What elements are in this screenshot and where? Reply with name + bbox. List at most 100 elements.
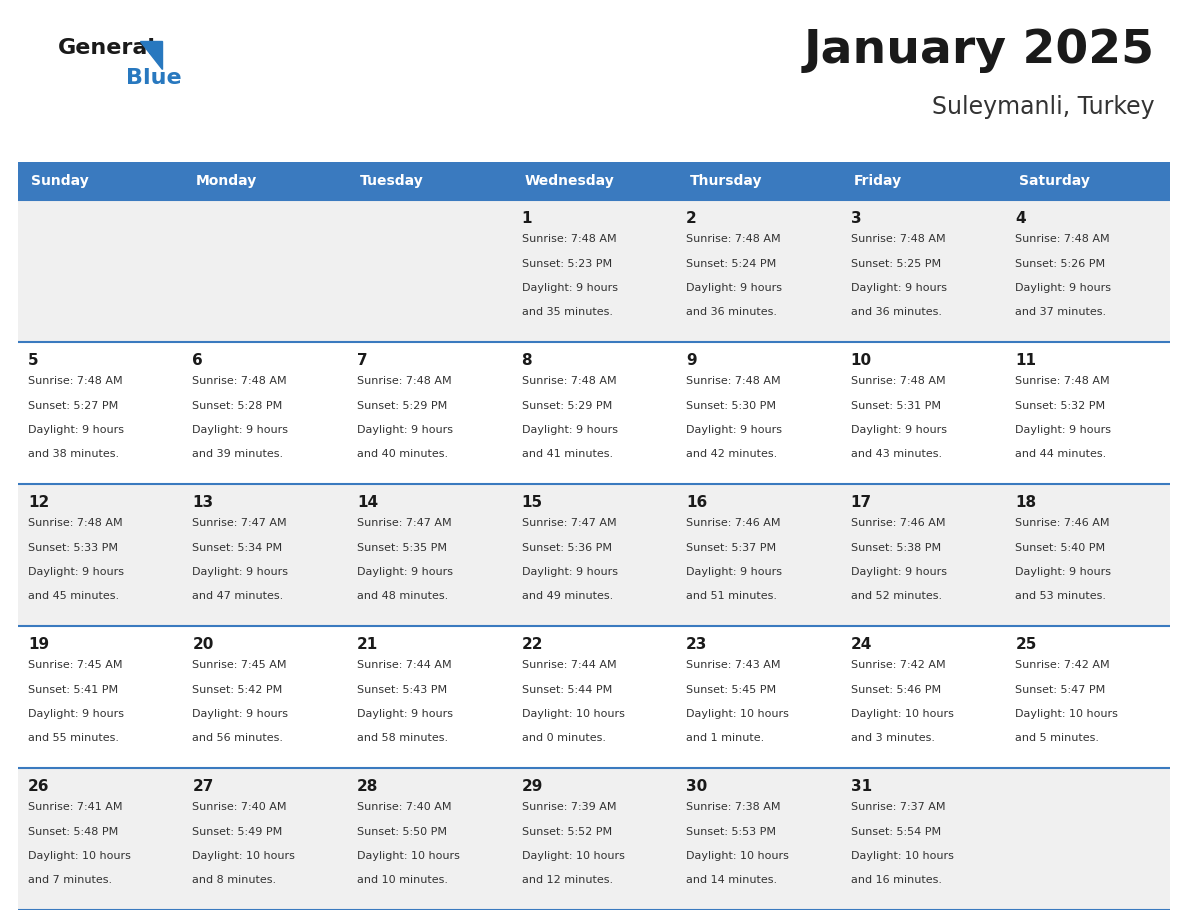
Text: and 37 minutes.: and 37 minutes.: [1016, 308, 1106, 318]
Bar: [512, 768, 676, 910]
Text: Tuesday: Tuesday: [360, 174, 424, 188]
Text: Daylight: 10 hours: Daylight: 10 hours: [522, 851, 625, 861]
Text: Sunrise: 7:48 AM: Sunrise: 7:48 AM: [687, 234, 781, 244]
Text: Daylight: 10 hours: Daylight: 10 hours: [687, 851, 789, 861]
Text: Sunrise: 7:47 AM: Sunrise: 7:47 AM: [192, 518, 287, 528]
Text: Sunset: 5:24 PM: Sunset: 5:24 PM: [687, 259, 777, 268]
Text: Blue: Blue: [126, 68, 182, 88]
Text: Sunrise: 7:46 AM: Sunrise: 7:46 AM: [851, 518, 946, 528]
Text: 16: 16: [687, 496, 707, 510]
Text: and 45 minutes.: and 45 minutes.: [27, 591, 119, 601]
Text: 19: 19: [27, 637, 49, 653]
Bar: [347, 768, 512, 910]
Text: 27: 27: [192, 779, 214, 794]
Text: 21: 21: [358, 637, 378, 653]
Text: Thursday: Thursday: [689, 174, 762, 188]
Text: Sunday: Sunday: [31, 174, 89, 188]
Text: Sunset: 5:23 PM: Sunset: 5:23 PM: [522, 259, 612, 268]
Text: and 58 minutes.: and 58 minutes.: [358, 733, 448, 744]
Text: 25: 25: [1016, 637, 1037, 653]
Text: Sunset: 5:37 PM: Sunset: 5:37 PM: [687, 543, 776, 553]
Text: Sunrise: 7:45 AM: Sunrise: 7:45 AM: [192, 660, 287, 670]
Bar: [1005, 200, 1170, 342]
Text: Sunset: 5:29 PM: Sunset: 5:29 PM: [358, 400, 447, 410]
Text: and 7 minutes.: and 7 minutes.: [27, 876, 112, 885]
Text: Sunset: 5:34 PM: Sunset: 5:34 PM: [192, 543, 283, 553]
Text: Daylight: 9 hours: Daylight: 9 hours: [358, 425, 453, 435]
Bar: [676, 162, 841, 200]
Text: Sunrise: 7:43 AM: Sunrise: 7:43 AM: [687, 660, 781, 670]
Text: and 8 minutes.: and 8 minutes.: [192, 876, 277, 885]
Bar: [347, 342, 512, 484]
Bar: [676, 342, 841, 484]
Text: 13: 13: [192, 496, 214, 510]
Bar: [347, 484, 512, 626]
Bar: [841, 342, 1005, 484]
Text: 31: 31: [851, 779, 872, 794]
Text: and 42 minutes.: and 42 minutes.: [687, 449, 777, 459]
Bar: [18, 768, 183, 910]
Bar: [183, 484, 347, 626]
Text: Sunset: 5:44 PM: Sunset: 5:44 PM: [522, 685, 612, 695]
Text: Sunrise: 7:48 AM: Sunrise: 7:48 AM: [1016, 234, 1110, 244]
Text: Sunset: 5:33 PM: Sunset: 5:33 PM: [27, 543, 118, 553]
Text: 5: 5: [27, 353, 38, 368]
Text: Daylight: 9 hours: Daylight: 9 hours: [27, 709, 124, 719]
Text: Wednesday: Wednesday: [525, 174, 614, 188]
Text: 22: 22: [522, 637, 543, 653]
Text: Saturday: Saturday: [1018, 174, 1089, 188]
Text: Sunrise: 7:45 AM: Sunrise: 7:45 AM: [27, 660, 122, 670]
Text: Sunrise: 7:48 AM: Sunrise: 7:48 AM: [851, 376, 946, 386]
Text: 4: 4: [1016, 211, 1026, 227]
Bar: [512, 162, 676, 200]
Text: Suleymanli, Turkey: Suleymanli, Turkey: [933, 95, 1155, 119]
Text: and 35 minutes.: and 35 minutes.: [522, 308, 613, 318]
Text: 30: 30: [687, 779, 707, 794]
Text: Sunrise: 7:48 AM: Sunrise: 7:48 AM: [687, 376, 781, 386]
Text: and 41 minutes.: and 41 minutes.: [522, 449, 613, 459]
Bar: [18, 342, 183, 484]
Text: Daylight: 9 hours: Daylight: 9 hours: [358, 709, 453, 719]
Text: Daylight: 10 hours: Daylight: 10 hours: [851, 709, 954, 719]
Text: Daylight: 9 hours: Daylight: 9 hours: [522, 567, 618, 577]
Text: 7: 7: [358, 353, 367, 368]
Text: Daylight: 10 hours: Daylight: 10 hours: [27, 851, 131, 861]
Bar: [676, 626, 841, 768]
Text: Daylight: 9 hours: Daylight: 9 hours: [192, 567, 289, 577]
Text: Sunset: 5:28 PM: Sunset: 5:28 PM: [192, 400, 283, 410]
Text: Sunset: 5:40 PM: Sunset: 5:40 PM: [1016, 543, 1105, 553]
Text: Daylight: 9 hours: Daylight: 9 hours: [1016, 567, 1111, 577]
Text: 3: 3: [851, 211, 861, 227]
Bar: [1005, 768, 1170, 910]
Text: Sunset: 5:30 PM: Sunset: 5:30 PM: [687, 400, 776, 410]
Text: and 12 minutes.: and 12 minutes.: [522, 876, 613, 885]
Text: 10: 10: [851, 353, 872, 368]
Text: Sunset: 5:52 PM: Sunset: 5:52 PM: [522, 826, 612, 836]
Text: Sunset: 5:50 PM: Sunset: 5:50 PM: [358, 826, 447, 836]
Text: Sunset: 5:31 PM: Sunset: 5:31 PM: [851, 400, 941, 410]
Text: and 49 minutes.: and 49 minutes.: [522, 591, 613, 601]
Text: 6: 6: [192, 353, 203, 368]
Text: and 55 minutes.: and 55 minutes.: [27, 733, 119, 744]
Text: 8: 8: [522, 353, 532, 368]
Bar: [1005, 162, 1170, 200]
Text: and 16 minutes.: and 16 minutes.: [851, 876, 942, 885]
Text: Sunrise: 7:46 AM: Sunrise: 7:46 AM: [1016, 518, 1110, 528]
Text: and 38 minutes.: and 38 minutes.: [27, 449, 119, 459]
Text: Sunrise: 7:47 AM: Sunrise: 7:47 AM: [522, 518, 617, 528]
Bar: [676, 484, 841, 626]
Bar: [512, 342, 676, 484]
Text: Sunrise: 7:46 AM: Sunrise: 7:46 AM: [687, 518, 781, 528]
Text: 2: 2: [687, 211, 697, 227]
Text: Sunrise: 7:48 AM: Sunrise: 7:48 AM: [27, 376, 122, 386]
Text: Sunset: 5:54 PM: Sunset: 5:54 PM: [851, 826, 941, 836]
Text: and 14 minutes.: and 14 minutes.: [687, 876, 777, 885]
Text: Sunrise: 7:41 AM: Sunrise: 7:41 AM: [27, 802, 122, 812]
Text: Sunrise: 7:48 AM: Sunrise: 7:48 AM: [522, 234, 617, 244]
Bar: [18, 626, 183, 768]
Text: Sunrise: 7:48 AM: Sunrise: 7:48 AM: [1016, 376, 1110, 386]
Bar: [183, 626, 347, 768]
Text: and 53 minutes.: and 53 minutes.: [1016, 591, 1106, 601]
Text: and 0 minutes.: and 0 minutes.: [522, 733, 606, 744]
Text: and 52 minutes.: and 52 minutes.: [851, 591, 942, 601]
